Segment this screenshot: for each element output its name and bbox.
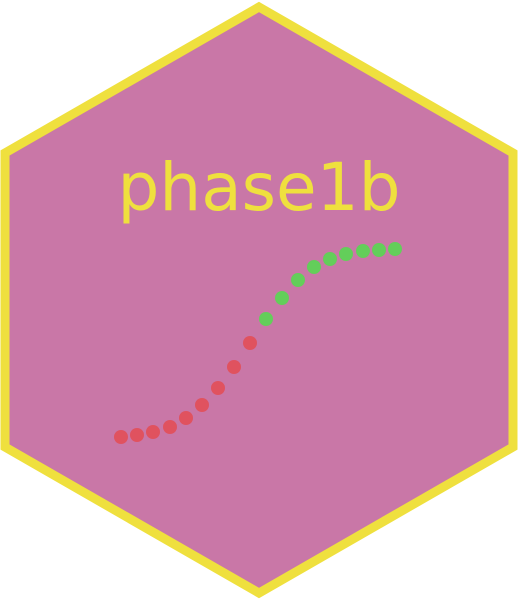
curve-dot-lower	[163, 420, 177, 434]
curve-dot-lower	[146, 425, 160, 439]
curve-dot-upper	[339, 247, 353, 261]
curve-dot-upper	[356, 244, 370, 258]
curve-dot-upper	[275, 291, 289, 305]
curve-dot-upper	[388, 242, 402, 256]
curve-dot-lower	[243, 336, 257, 350]
curve-dot-lower	[179, 411, 193, 425]
logo-title: phase1b	[117, 149, 400, 226]
curve-dot-upper	[323, 252, 337, 266]
sigmoid-dot-curve	[114, 242, 402, 444]
curve-dot-lower	[130, 428, 144, 442]
curve-dot-lower	[227, 360, 241, 374]
curve-dot-upper	[307, 260, 321, 274]
curve-dot-upper	[291, 273, 305, 287]
curve-dot-lower	[195, 398, 209, 412]
curve-dot-upper	[259, 312, 273, 326]
curve-dot-upper	[372, 243, 386, 257]
curve-dot-lower	[211, 381, 225, 395]
curve-dot-lower	[114, 430, 128, 444]
